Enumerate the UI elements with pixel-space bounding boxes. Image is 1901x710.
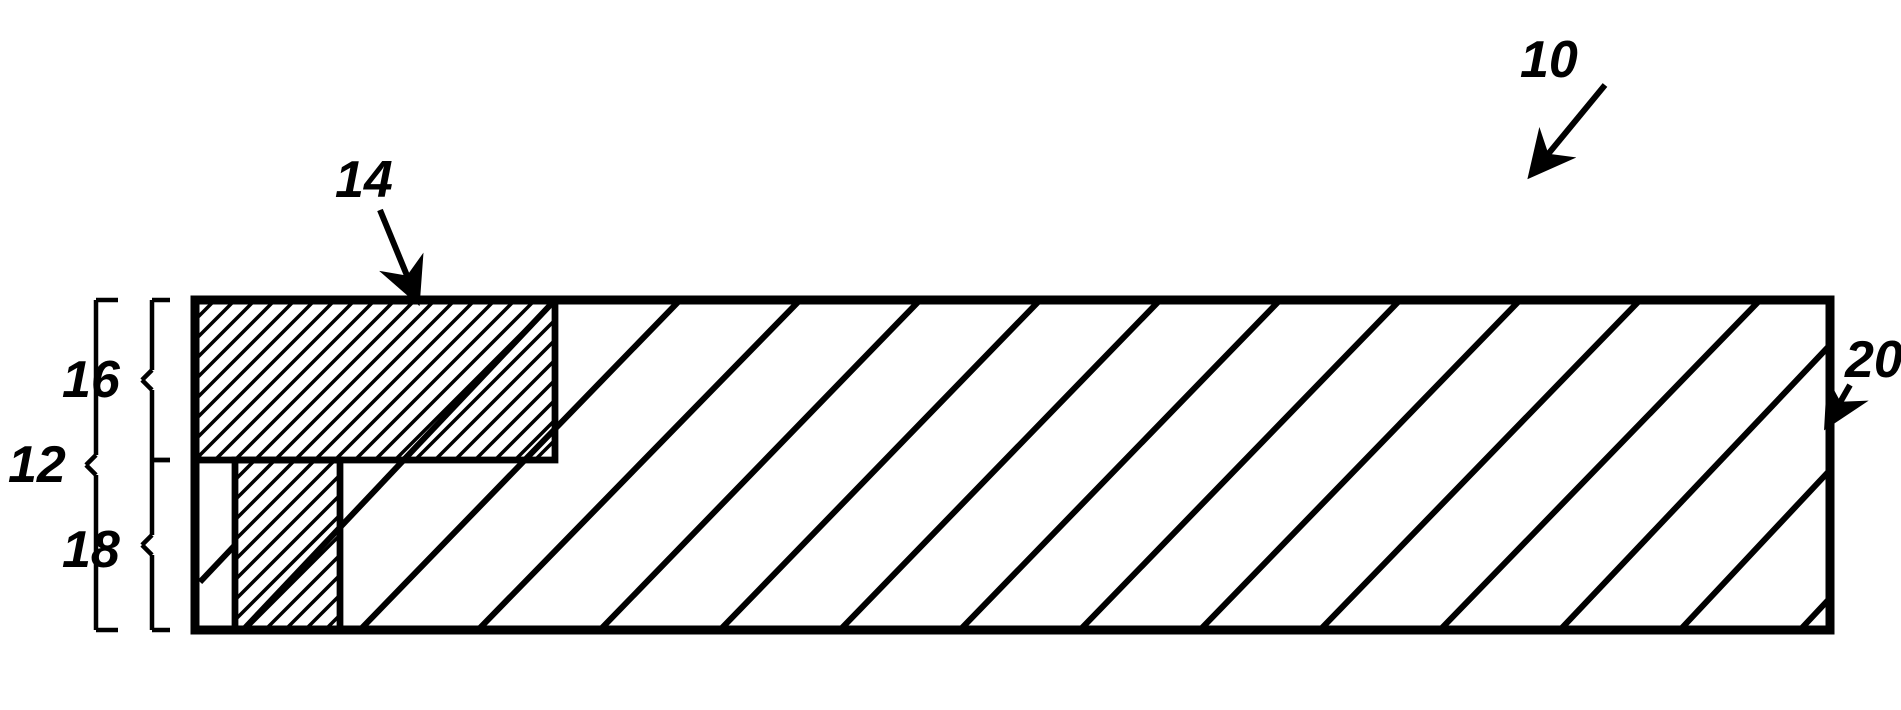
label-16: 16 [62, 350, 120, 410]
diagram-canvas: 10 14 20 12 16 18 [0, 0, 1901, 710]
substrate-outline [195, 300, 1830, 630]
label-12: 12 [8, 435, 66, 495]
label-18: 18 [62, 520, 120, 580]
label-10: 10 [1520, 30, 1578, 90]
leader-arrows [380, 85, 1850, 420]
insert-hatch [145, 0, 605, 710]
label-14: 14 [335, 150, 393, 210]
label-20: 20 [1845, 330, 1901, 390]
body-hatch [243, 300, 1830, 630]
diagram-svg [0, 0, 1901, 710]
body-hatch-peek [195, 455, 235, 582]
